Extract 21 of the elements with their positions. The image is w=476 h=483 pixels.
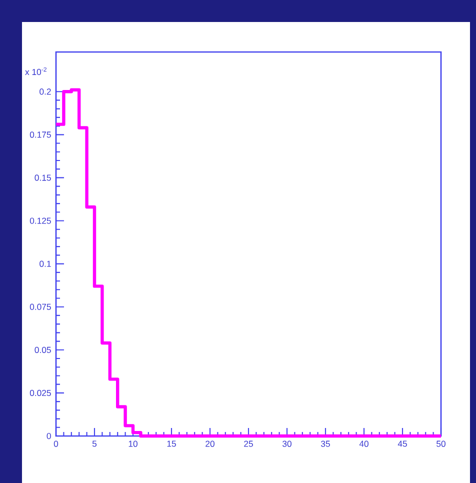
y-tick-label: 0.2	[40, 88, 51, 95]
y-tick-label: 0.05	[34, 346, 51, 353]
y-tick-label: 0.15	[34, 174, 51, 181]
x-tick-label: 5	[92, 440, 97, 447]
y-tick-label: 0.025	[30, 390, 51, 396]
y-tick-label: 0.125	[30, 218, 51, 224]
x-tick-label: 30	[282, 440, 292, 447]
x-tick-label: 40	[359, 440, 368, 447]
y-tick-label: 0.175	[30, 132, 51, 138]
y-tick-label: 0	[46, 432, 51, 440]
y-tick-label: 0.1	[40, 260, 51, 267]
x-tick-label: 0	[54, 440, 58, 447]
y-tick-label: 0.075	[30, 304, 51, 310]
x-tick-label: 45	[398, 440, 407, 447]
x-tick-label: 15	[167, 440, 176, 447]
x-tick-label: 25	[244, 440, 253, 447]
x-tick-label: 50	[436, 440, 446, 447]
x-tick-label: 10	[128, 440, 138, 447]
x-tick-label: 20	[206, 440, 214, 447]
x-tick-label: 35	[321, 440, 330, 447]
text: x 10$^{-2}$	[25, 67, 46, 76]
